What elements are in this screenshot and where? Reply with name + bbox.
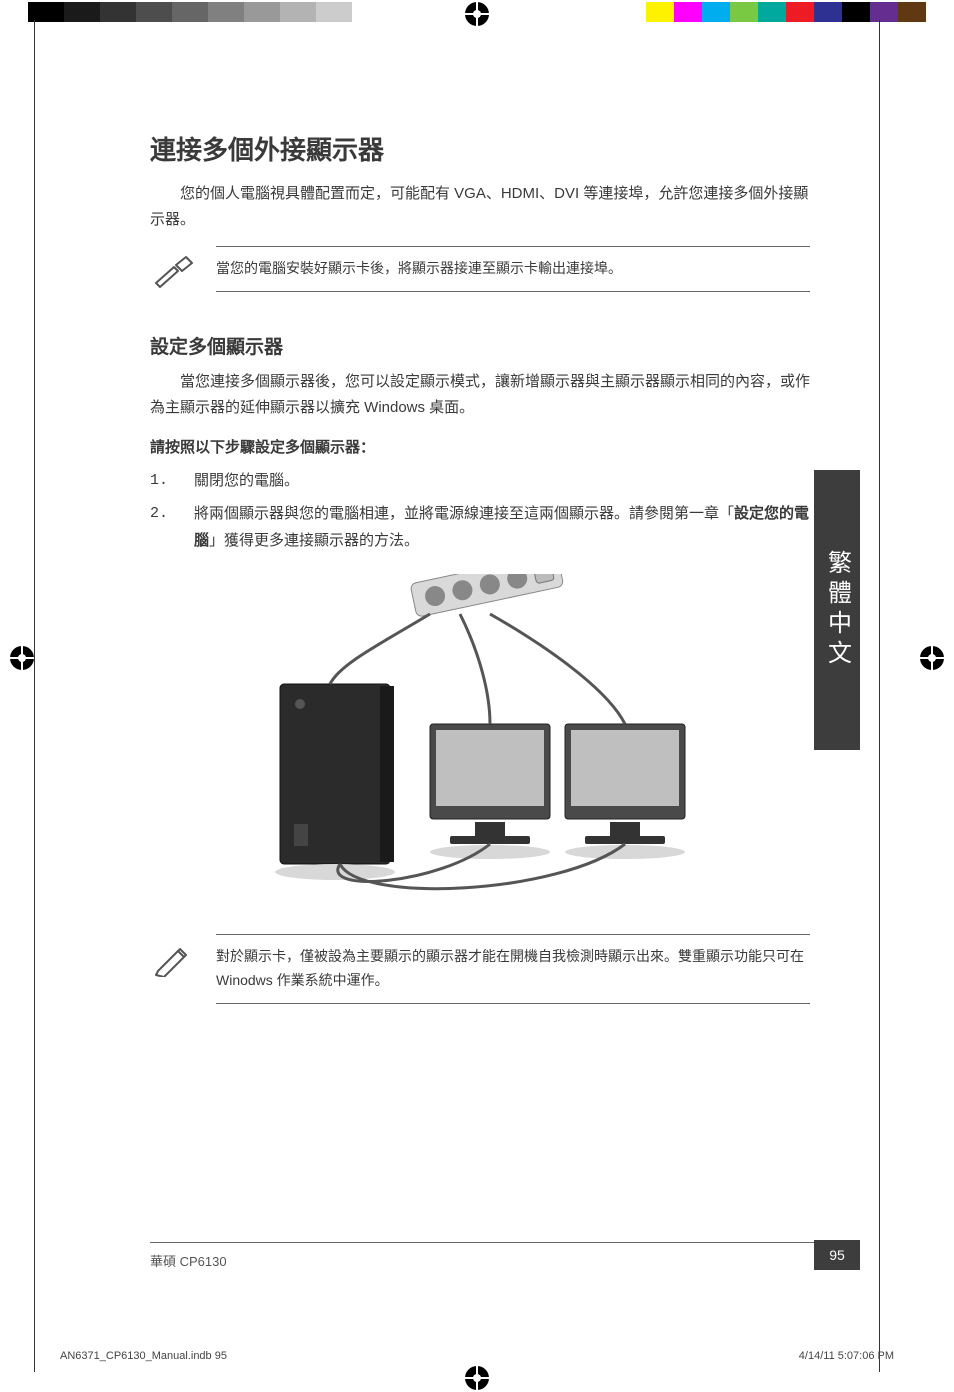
color-swatch [898,2,926,22]
step-item: 2. 將兩個顯示器與您的電腦相連，並將電源線連接至這兩個顯示器。請參閱第一章「設… [150,500,810,554]
crop-guide [879,20,880,1372]
color-swatch [674,2,702,22]
page-title: 連接多個外接顯示器 [150,130,810,167]
step-number: 2. [150,500,170,554]
steps-list: 1. 關閉您的電腦。 2. 將兩個顯示器與您的電腦相連，並將電源線連接至這兩個顯… [150,467,810,554]
step-text-part: 將兩個顯示器與您的電腦相連，並將電源線連接至這兩個顯示器。請參閱第一章「 [194,505,734,522]
pencil-note-text: 對於顯示卡，僅被設為主要顯示的顯示器才能在開機自我檢測時顯示出來。雙重顯示功能只… [216,934,810,1004]
tip-note-text: 當您的電腦安裝好顯示卡後，將顯示器接連至顯示卡輸出連接埠。 [216,246,810,292]
grayscale-swatch [208,2,244,22]
print-file: AN6371_CP6130_Manual.indb 95 [60,1350,227,1362]
language-side-tab: 繁體中文 [814,470,860,750]
registration-mark-icon [465,2,489,26]
pencil-note: 對於顯示卡，僅被設為主要顯示的顯示器才能在開機自我檢測時顯示出來。雙重顯示功能只… [150,934,810,1004]
grayscale-swatch [136,2,172,22]
tip-note: 當您的電腦安裝好顯示卡後，將顯示器接連至顯示卡輸出連接埠。 [150,246,810,292]
grayscale-swatch [172,2,208,22]
registration-mark-icon [10,646,34,670]
grayscale-swatch [352,2,388,22]
step-text: 關閉您的電腦。 [194,467,810,494]
print-time: 4/14/11 5:07:06 PM [799,1350,894,1362]
pencil-icon [150,940,198,980]
screwdriver-icon [150,252,198,292]
grayscale-swatch [100,2,136,22]
step-text: 將兩個顯示器與您的電腦相連，並將電源線連接至這兩個顯示器。請參閱第一章「設定您的… [194,500,810,554]
footer-product: 華碩 CP6130 [150,1251,227,1270]
registration-mark-icon [920,646,944,670]
grayscale-strip [28,2,388,22]
color-swatch [702,2,730,22]
connection-diagram [260,574,700,904]
page-content: 連接多個外接顯示器 您的個人電腦視具體配置而定，可能配有 VGA、HDMI、DV… [150,130,810,1004]
grayscale-swatch [280,2,316,22]
color-swatch [786,2,814,22]
grayscale-swatch [316,2,352,22]
steps-heading: 請按照以下步驟設定多個顯示器： [150,436,810,457]
step-item: 1. 關閉您的電腦。 [150,467,810,494]
print-meta: AN6371_CP6130_Manual.indb 95 4/14/11 5:0… [60,1350,894,1362]
color-swatch [646,2,674,22]
section-intro: 當您連接多個顯示器後，您可以設定顯示模式，讓新增顯示器與主顯示器顯示相同的內容，… [150,369,810,420]
section-heading: 設定多個顯示器 [150,332,810,359]
intro-text: 您的個人電腦視具體配置而定，可能配有 VGA、HDMI、DVI 等連接埠，允許您… [150,185,808,228]
intro-paragraph: 您的個人電腦視具體配置而定，可能配有 VGA、HDMI、DVI 等連接埠，允許您… [150,181,810,232]
color-swatch [758,2,786,22]
registration-mark-icon [465,1366,489,1390]
step-number: 1. [150,467,170,494]
page-number: 95 [814,1240,860,1270]
grayscale-swatch [244,2,280,22]
page-footer: 華碩 CP6130 [150,1242,854,1270]
crop-guide [34,20,35,1372]
color-swatch [842,2,870,22]
color-swatch [870,2,898,22]
color-strip [646,2,926,22]
step-text-part: 」獲得更多連接顯示器的方法。 [209,532,419,549]
grayscale-swatch [64,2,100,22]
grayscale-swatch [28,2,64,22]
color-swatch [730,2,758,22]
color-swatch [814,2,842,22]
